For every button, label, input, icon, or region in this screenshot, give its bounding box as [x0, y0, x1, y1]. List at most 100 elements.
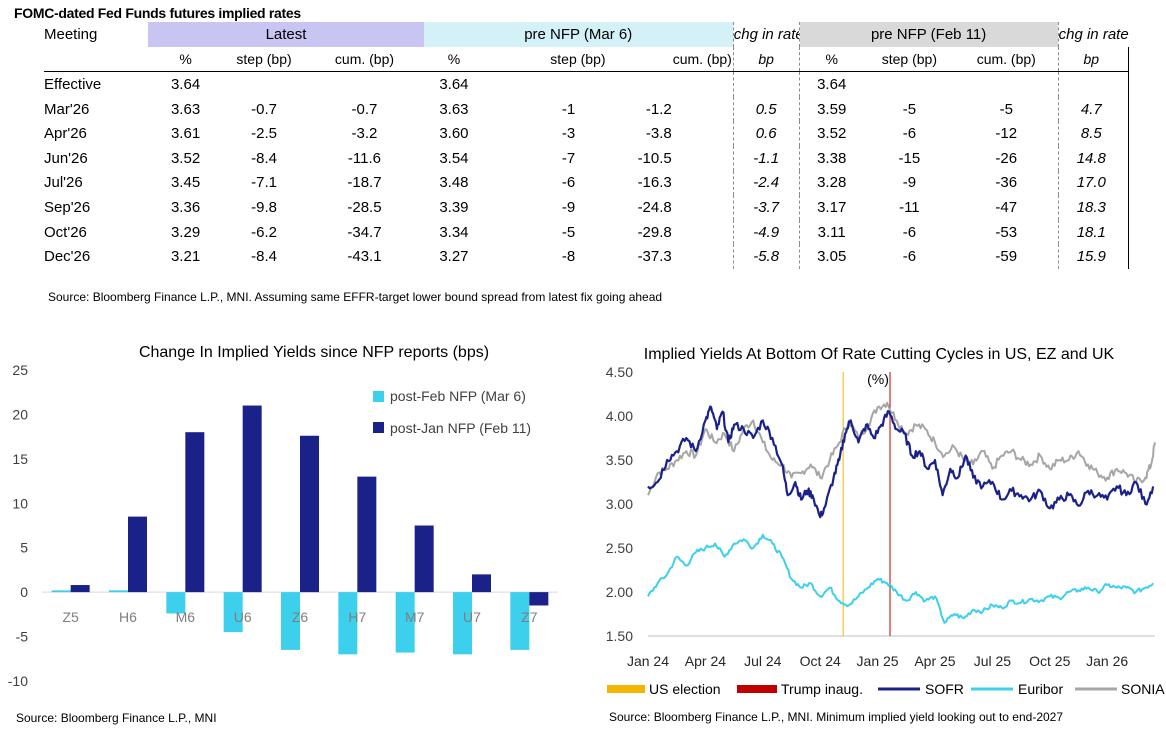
cell-f-cum: -26	[954, 145, 1059, 171]
cell-m-cum: -29.8	[637, 223, 672, 241]
table-header-row-1: Meeting Latest pre NFP (Mar 6) chg in ra…	[44, 22, 1129, 47]
header-pct: %	[148, 46, 223, 73]
bar-post-feb-z5	[51, 590, 71, 593]
line-x-tick: Apr 24	[685, 653, 726, 669]
cell-f-chg: 15.9	[1076, 248, 1106, 266]
cell-m-step	[484, 72, 575, 97]
cell-l-cum: -3.2	[351, 125, 378, 143]
bar-post-jan-m6	[185, 432, 205, 593]
cell-l-pct: 3.61	[170, 125, 201, 143]
line-series	[647, 401, 1156, 624]
line-x-tick: Jul 25	[974, 653, 1012, 669]
table-header-row-2: % step (bp) cum. (bp) % step (bp) cum. (…	[44, 46, 1129, 73]
legend-swatch-us-election	[607, 685, 645, 693]
cell-m-chg: -1.1	[733, 145, 800, 171]
header-latest: Latest	[148, 22, 424, 47]
cell-l-cum	[305, 72, 424, 97]
cell-f-cum	[954, 71, 1059, 97]
header-step: step (bp)	[484, 46, 672, 73]
cell-f-step: -6	[902, 223, 917, 241]
line-x-tick: Jul 24	[744, 653, 782, 669]
series-line-euribor	[647, 533, 1154, 624]
cell-meeting: Jun'26	[44, 149, 88, 167]
cell-f-chg: 17.0	[1076, 174, 1106, 192]
cell-f-step: -15	[898, 149, 921, 167]
cell-f-chg: 18.3	[1076, 198, 1106, 216]
legend-label-trump-inaug: Trump inaug.	[781, 681, 863, 697]
cell-l-step: -7.1	[251, 174, 277, 192]
header-step: step (bp)	[222, 46, 306, 73]
bar-y-tick: -5	[16, 629, 29, 645]
line-x-tick: Jan 24	[627, 653, 669, 669]
cell-f-cum: -59	[954, 244, 1059, 269]
bar-post-jan-m7	[414, 525, 434, 593]
header-cum: cum. (bp)	[305, 46, 424, 73]
bar-chart-title: Change In Implied Yields since NFP repor…	[139, 344, 489, 361]
cell-f-step: -6	[902, 125, 917, 143]
bar-y-tick: 20	[12, 406, 28, 422]
cell-meeting: Oct'26	[44, 223, 87, 241]
cell-l-step: -6.2	[251, 223, 277, 241]
bar-post-jan-z7	[529, 592, 549, 606]
cell-f-step	[864, 72, 955, 97]
bar-post-feb-u7	[453, 592, 472, 655]
cell-l-pct: 3.36	[170, 198, 201, 216]
header-cum: cum. (bp)	[671, 46, 734, 73]
line-y-tick: 2.00	[606, 584, 633, 600]
bar-x-tick: Z7	[521, 609, 538, 625]
table-row: Mar'26 3.63 -0.7 -0.7 3.63 -1 -1.2 0.5 3.59 -5 -5 4…	[44, 96, 1129, 122]
bar-x-tick: H6	[119, 609, 137, 625]
cell-f-cum: -53	[954, 219, 1059, 245]
cell-l-cum: -0.7	[351, 100, 378, 118]
cell-m-step: -7	[561, 149, 576, 167]
cell-meeting: Mar'26	[44, 100, 90, 118]
bar-y-tick: 15	[12, 451, 28, 467]
legend-label-sofr: SOFR	[925, 681, 964, 697]
line-legend: US election Trump inaug. SOFR Euribor SO…	[607, 681, 1165, 697]
bar-post-jan-z5	[70, 585, 90, 593]
cell-f-pct: 3.28	[817, 174, 847, 192]
cell-m-cum	[575, 72, 672, 97]
cell-f-cum: -47	[954, 195, 1059, 220]
line-x-tick: Oct 24	[800, 653, 841, 669]
cell-m-cum: -10.5	[637, 149, 672, 167]
cell-m-step: -5	[561, 223, 576, 241]
cell-m-pct: 3.39	[439, 198, 469, 216]
series-line-sofr	[647, 405, 1155, 519]
cell-l-pct: 3.45	[170, 174, 201, 192]
cell-l-step: -0.7	[251, 100, 277, 118]
cell-f-step: -5	[902, 100, 917, 118]
bar-x-tick: M6	[176, 609, 196, 625]
bar-y-axis: -10 -5 0 5 10 15 20 25	[8, 362, 28, 689]
bar-post-feb-z6	[281, 592, 300, 650]
cell-f-pct: 3.64	[817, 75, 847, 93]
legend-label-sonia: SONIA	[1121, 681, 1165, 697]
bar-y-tick: 0	[20, 584, 28, 600]
header-pct: %	[423, 46, 485, 73]
bar-post-jan-h6	[128, 516, 147, 593]
table-row: Effective 3.64 3.64 3.64	[44, 71, 1129, 97]
bar-legend: post-Feb NFP (Mar 6) post-Jan NFP (Feb 1…	[373, 388, 531, 436]
cell-l-cum: -28.5	[347, 198, 382, 216]
header-step: step (bp)	[863, 46, 955, 73]
bar-post-jan-h7	[357, 476, 377, 593]
bar-post-feb-m6	[166, 592, 186, 614]
line-y-tick: 1.50	[606, 628, 633, 644]
bar-y-tick: 25	[12, 362, 28, 378]
cell-f-chg: 14.8	[1076, 149, 1106, 167]
cell-f-pct: 3.38	[817, 149, 847, 167]
legend-label-euribor: Euribor	[1018, 681, 1063, 697]
line-chart: Implied Yields At Bottom Of Rate Cutting…	[606, 346, 1165, 697]
cell-l-cum: -18.7	[347, 174, 382, 192]
bar-post-jan-u7	[472, 574, 491, 593]
bar-post-feb-h7	[338, 592, 358, 655]
cell-l-pct: 3.52	[170, 149, 201, 167]
bar-x-tick: U7	[463, 609, 481, 625]
cell-f-pct: 3.11	[817, 223, 846, 241]
header-chg-rate-1: chg in rate	[733, 22, 800, 47]
cell-m-step: -9	[561, 198, 576, 216]
cell-f-cum: -5	[954, 96, 1059, 122]
cell-f-chg	[1058, 72, 1124, 97]
cell-meeting: Sep'26	[44, 198, 91, 216]
cell-m-pct: 3.64	[439, 75, 469, 93]
